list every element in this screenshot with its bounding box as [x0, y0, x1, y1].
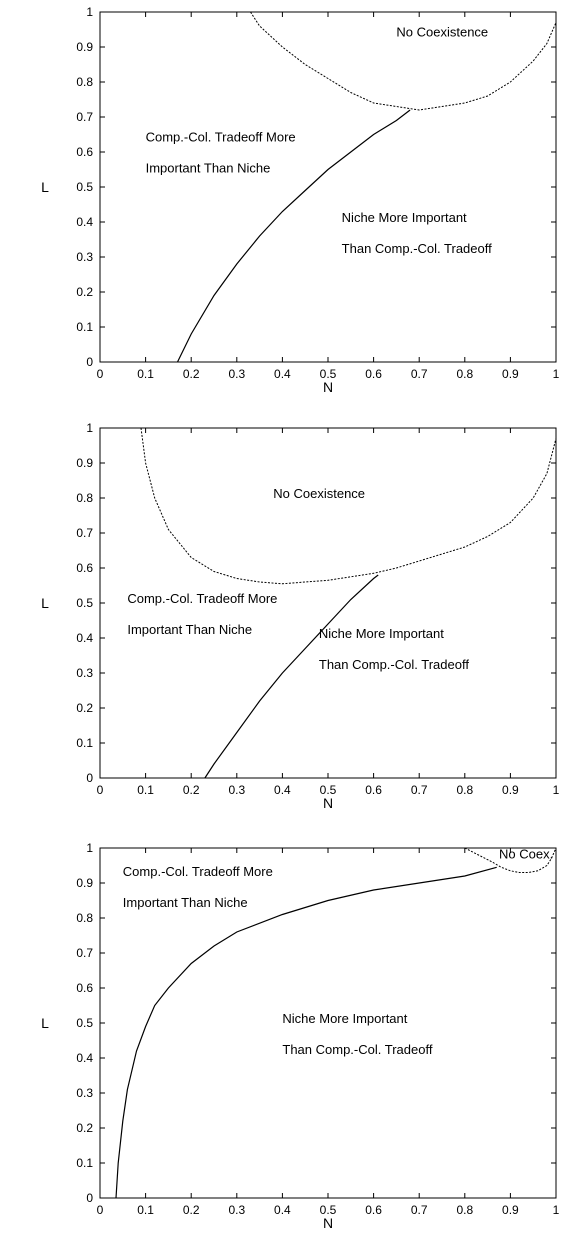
y-tick-label: 0.5 [76, 596, 93, 610]
x-tick-label: 0 [97, 1203, 104, 1217]
x-tick-label: 0.9 [502, 367, 519, 381]
y-axis-label: L [41, 1015, 49, 1031]
y-tick-label: 0.2 [76, 285, 93, 299]
tradeoff-boundary [204, 574, 379, 779]
y-tick-label: 0.4 [76, 215, 93, 229]
y-tick-label: 0.8 [76, 75, 93, 89]
x-tick-label: 0.5 [320, 367, 337, 381]
y-tick-label: 0.2 [76, 701, 93, 715]
x-tick-label: 0.5 [320, 783, 337, 797]
x-axis-label: N [323, 795, 333, 811]
x-tick-label: 0.3 [228, 367, 245, 381]
x-tick-label: 0.6 [365, 1203, 382, 1217]
y-tick-label: 0.8 [76, 491, 93, 505]
y-tick-label: 1 [86, 421, 93, 435]
y-tick-label: 0.7 [76, 526, 93, 540]
x-tick-label: 0.7 [411, 783, 428, 797]
tradeoff-boundary [176, 109, 411, 363]
y-tick-label: 0.1 [76, 736, 93, 750]
y-tick-label: 0.1 [76, 1156, 93, 1170]
chart-panel-3: 0 0.1 0.2 0.3 0.4 0.5 0.6 0.7 0.8 0.9 1 0 0.1 0.2 0.3 0… [41, 841, 560, 1231]
y-tick-label: 0.6 [76, 561, 93, 575]
tradeoff-boundary [115, 866, 497, 1199]
region-label: Niche More Important [342, 210, 467, 225]
x-tick-label: 0.5 [320, 1203, 337, 1217]
y-tick-label: 0.3 [76, 250, 93, 264]
y-tick-label: 0.4 [76, 631, 93, 645]
x-tick-label: 0.7 [411, 1203, 428, 1217]
region-label: Comp.-Col. Tradeoff More [127, 591, 277, 606]
y-tick-label: 0.8 [76, 911, 93, 925]
x-tick-label: 0.2 [183, 367, 200, 381]
y-tick-label: 0.3 [76, 1086, 93, 1100]
x-tick-label: 1 [553, 1203, 560, 1217]
x-tick-label: 0.2 [183, 783, 200, 797]
y-tick-label: 0.7 [76, 946, 93, 960]
y-axis-label: L [41, 179, 49, 195]
region-label: Than Comp.-Col. Tradeoff [282, 1042, 432, 1057]
y-tick-label: 0.9 [76, 456, 93, 470]
x-tick-label: 0.8 [456, 783, 473, 797]
x-tick-label: 0.4 [274, 783, 291, 797]
y-axis-label: L [41, 595, 49, 611]
region-label: Important Than Niche [127, 622, 252, 637]
chart-panel-1: 0 0.1 0.2 0.3 0.4 0.5 0.6 0.7 0.8 0.9 1 0 0.1 0.2 0.3 0… [41, 5, 560, 395]
x-tick-label: 0.7 [411, 367, 428, 381]
x-tick-label: 0.1 [137, 1203, 154, 1217]
region-label: Than Comp.-Col. Tradeoff [319, 657, 469, 672]
x-tick-label: 0.8 [456, 1203, 473, 1217]
region-label: Niche More Important [282, 1011, 407, 1026]
region-label: No Coex. [499, 847, 553, 862]
x-tick-label: 0.6 [365, 367, 382, 381]
y-tick-label: 1 [86, 841, 93, 855]
x-axis-label: N [323, 379, 333, 395]
x-tick-label: 0.1 [137, 783, 154, 797]
x-tick-label: 0.9 [502, 783, 519, 797]
no-coexistence-boundary [140, 427, 557, 585]
region-label: Comp.-Col. Tradeoff More [123, 864, 273, 879]
x-tick-label: 1 [553, 783, 560, 797]
x-tick-label: 0 [97, 783, 104, 797]
y-tick-label: 0.9 [76, 876, 93, 890]
region-label: Niche More Important [319, 626, 444, 641]
region-label: Important Than Niche [123, 895, 248, 910]
x-tick-label: 0.6 [365, 783, 382, 797]
y-tick-label: 0.9 [76, 40, 93, 54]
region-label: Important Than Niche [146, 161, 271, 176]
chart-panel-2: 0 0.1 0.2 0.3 0.4 0.5 0.6 0.7 0.8 0.9 1 0 0.1 0.2 0.3 0… [41, 421, 560, 811]
y-tick-label: 0 [86, 355, 93, 369]
x-tick-label: 0.4 [274, 1203, 291, 1217]
x-tick-label: 1 [553, 367, 560, 381]
x-axis-label: N [323, 1215, 333, 1231]
y-tick-label: 1 [86, 5, 93, 19]
x-tick-label: 0.9 [502, 1203, 519, 1217]
x-tick-label: 0.3 [228, 1203, 245, 1217]
y-tick-label: 0.6 [76, 981, 93, 995]
x-tick-label: 0.4 [274, 367, 291, 381]
y-tick-label: 0.5 [76, 1016, 93, 1030]
y-tick-label: 0 [86, 1191, 93, 1205]
region-label: No Coexistence [396, 25, 488, 40]
x-tick-label: 0.1 [137, 367, 154, 381]
x-tick-label: 0 [97, 367, 104, 381]
x-tick-label: 0.3 [228, 783, 245, 797]
x-tick-label: 0.8 [456, 367, 473, 381]
plot-frame [99, 11, 557, 363]
y-tick-label: 0.2 [76, 1121, 93, 1135]
y-tick-label: 0 [86, 771, 93, 785]
y-tick-label: 0.3 [76, 666, 93, 680]
region-label: Comp.-Col. Tradeoff More [146, 130, 296, 145]
y-tick-label: 0.4 [76, 1051, 93, 1065]
y-tick-label: 0.5 [76, 180, 93, 194]
region-label: No Coexistence [273, 486, 365, 501]
y-tick-label: 0.6 [76, 145, 93, 159]
y-tick-label: 0.7 [76, 110, 93, 124]
no-coexistence-boundary [250, 11, 557, 111]
x-tick-label: 0.2 [183, 1203, 200, 1217]
no-coexistence-boundary [464, 847, 557, 873]
region-label: Than Comp.-Col. Tradeoff [342, 241, 492, 256]
y-tick-label: 0.1 [76, 320, 93, 334]
